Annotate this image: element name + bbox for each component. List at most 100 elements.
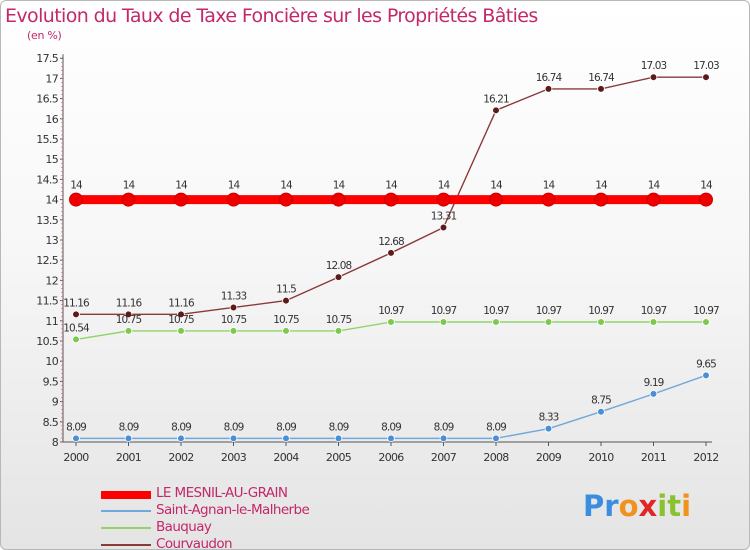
data-point: [544, 318, 553, 326]
data-point: [174, 192, 188, 207]
y-tick-label: 12: [45, 274, 58, 287]
data-label: 16.74: [536, 72, 563, 84]
x-tick-label: 2003: [221, 451, 247, 464]
data-point: [72, 310, 80, 319]
data-label: 14: [70, 180, 83, 192]
data-point: [492, 434, 500, 443]
data-label: 14: [543, 180, 556, 192]
x-tick-label: 2009: [536, 451, 562, 464]
y-tick-label: 15.5: [36, 133, 58, 146]
y-tick-label: 8: [52, 436, 59, 449]
legend-label: LE MESNIL-AU-GRAIN: [156, 485, 288, 501]
data-label: 8.09: [381, 421, 401, 433]
data-point: [646, 192, 661, 207]
data-label: 10.97: [536, 305, 562, 317]
chart-axes: 8 8.5 9 9.5 10 10.5 11 11.5 12 12.5 13 13.5 14 14.5 15…: [36, 52, 719, 464]
data-point: [124, 327, 133, 335]
data-point: [439, 434, 448, 443]
data-label: 8.09: [276, 421, 296, 433]
logo-letter: r: [604, 489, 619, 523]
data-point: [177, 434, 185, 443]
legend-swatch: [101, 491, 151, 499]
chart-lines: [71, 76, 711, 440]
data-label: 10.97: [641, 305, 667, 317]
data-point: [229, 434, 238, 443]
data-label: 14: [438, 180, 451, 192]
data-label: 8.09: [66, 421, 86, 433]
data-label: 10.97: [378, 305, 404, 317]
data-point: [72, 335, 80, 344]
legend-swatch: [101, 510, 151, 512]
data-label: 16.21: [483, 93, 509, 105]
data-point: [597, 318, 605, 326]
data-point: [334, 327, 343, 335]
data-label: 10.75: [326, 314, 352, 326]
data-label: 10.54: [63, 322, 90, 334]
data-label: 17.03: [693, 60, 719, 72]
x-tick-label: 2001: [116, 451, 141, 464]
y-tick-label: 9.5: [43, 375, 59, 388]
data-point: [226, 192, 241, 207]
data-point: [282, 327, 290, 335]
x-tick-label: 2010: [588, 451, 614, 464]
data-label: 14: [175, 180, 188, 192]
y-tick-label: 13: [45, 234, 58, 247]
data-point: [387, 249, 395, 257]
data-label: 14: [385, 180, 398, 192]
x-tick-label: 2000: [63, 451, 89, 464]
data-label: 10.97: [693, 305, 719, 317]
data-label: 10.75: [273, 314, 299, 326]
data-label: 17.03: [641, 60, 667, 72]
data-point: [229, 303, 238, 312]
chart-data-labels: 11.16 11.16 11.16 11.33 11.5 12.08 12.68 13.31 1…: [63, 60, 720, 433]
data-point: [597, 85, 605, 93]
proxiti-logo: Proxiti: [583, 489, 691, 523]
data-point: [702, 371, 710, 380]
y-tick-label: 8.5: [43, 416, 59, 429]
data-label: 11.5: [276, 284, 296, 296]
data-point: [649, 390, 658, 398]
legend-label: Courvaudon: [156, 536, 233, 550]
data-label: 11.16: [63, 297, 90, 309]
data-point: [492, 318, 500, 326]
data-point: [229, 327, 238, 335]
y-tick-label: 11: [45, 315, 58, 328]
data-label: 8.33: [539, 412, 559, 424]
data-point: [124, 434, 133, 443]
y-tick-label: 16.5: [36, 93, 58, 106]
data-point: [541, 192, 556, 207]
data-point: [594, 192, 608, 207]
data-point: [72, 434, 80, 443]
data-label: 13.31: [431, 210, 457, 222]
data-label: 8.09: [486, 421, 506, 433]
data-point: [649, 318, 658, 326]
x-tick-label: 2004: [273, 451, 299, 464]
data-point: [492, 106, 500, 115]
data-label: 10.75: [221, 314, 247, 326]
data-point: [439, 223, 448, 232]
data-point: [69, 192, 83, 207]
data-label: 10.75: [116, 314, 142, 326]
y-tick-label: 15: [45, 153, 58, 166]
y-tick-label: 14: [45, 194, 58, 207]
data-point: [387, 318, 395, 326]
data-point: [387, 434, 395, 443]
data-point: [699, 192, 713, 207]
logo-letter: i: [681, 489, 692, 523]
data-label: 14: [228, 180, 241, 192]
data-label: 14: [123, 180, 136, 192]
data-point: [282, 434, 290, 443]
data-label: 12.08: [326, 260, 352, 272]
y-tick-label: 10: [45, 355, 58, 368]
data-point: [649, 73, 658, 81]
legend-swatch: [101, 544, 151, 546]
chart-title: Evolution du Taux de Taxe Foncière sur l…: [5, 5, 538, 27]
data-label: 8.09: [171, 421, 191, 433]
data-label: 11.33: [221, 290, 247, 302]
legend-label: Saint-Agnan-le-Malherbe: [156, 502, 310, 518]
y-axis-unit-label: (en %): [27, 29, 62, 42]
legend-swatch: [101, 527, 151, 529]
data-point: [702, 73, 710, 81]
data-label: 10.97: [431, 305, 457, 317]
